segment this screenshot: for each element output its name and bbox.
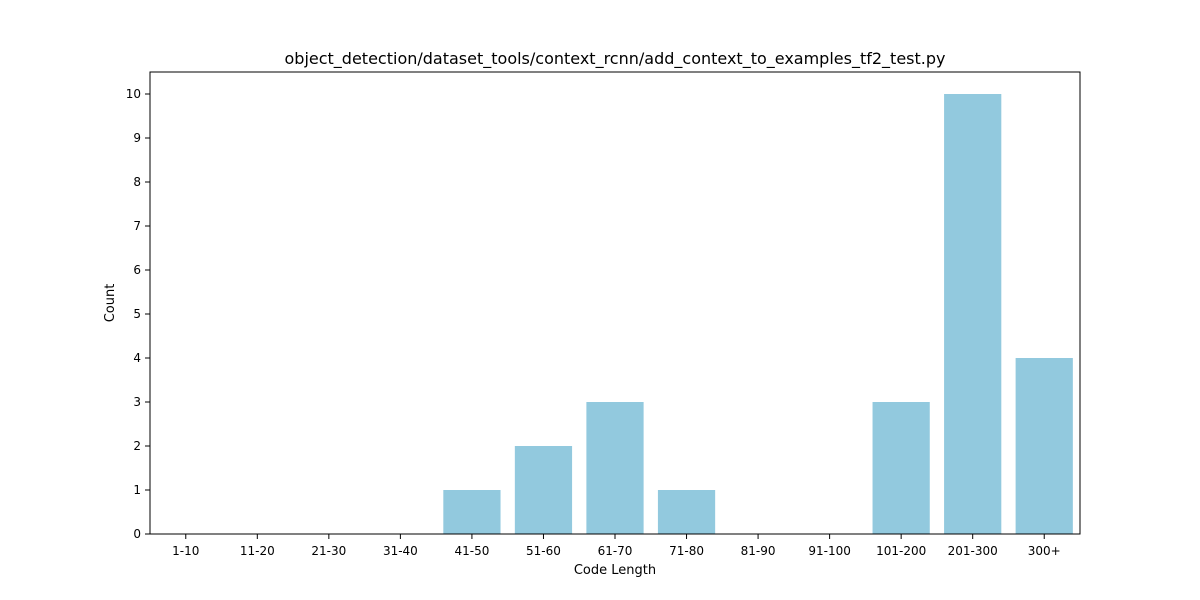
y-tick-label: 7 [133,219,141,233]
x-tick-label: 101-200 [876,544,926,558]
bars-group [443,94,1073,534]
x-tick-label: 71-80 [669,544,704,558]
y-tick-label: 3 [133,395,141,409]
y-tick-label: 6 [133,263,141,277]
chart-title: object_detection/dataset_tools/context_r… [285,49,946,69]
y-tick-label: 5 [133,307,141,321]
x-tick-label: 300+ [1028,544,1061,558]
x-tick-label: 31-40 [383,544,418,558]
x-tick-label: 61-70 [598,544,633,558]
x-tick-label: 201-300 [948,544,998,558]
bar-61-70 [586,402,644,534]
bar-41-50 [443,490,501,534]
x-tick-label: 81-90 [741,544,776,558]
y-axis-label: Count [103,284,118,323]
x-tick-label: 11-20 [240,544,275,558]
y-tick-label: 8 [133,175,141,189]
x-tick-label: 21-30 [311,544,346,558]
y-tick-label: 1 [133,483,141,497]
x-tick-label: 41-50 [454,544,489,558]
y-tick-label: 10 [126,87,141,101]
x-tick-label: 1-10 [172,544,199,558]
y-tick-label: 4 [133,351,141,365]
y-axis-ticks: 0 1 2 3 4 5 6 7 8 9 10 [126,87,150,541]
bar-201-300 [944,94,1002,534]
x-axis-label: Code Length [574,563,656,578]
x-axis-ticks: 1-10 11-20 21-30 31-40 41-50 51-60 61-70 71-80 8… [172,534,1061,558]
bar-300+ [1015,358,1073,534]
x-tick-label: 91-100 [808,544,851,558]
y-tick-label: 2 [133,439,141,453]
y-tick-label: 0 [133,527,141,541]
x-tick-label: 51-60 [526,544,561,558]
bar-51-60 [514,446,573,534]
bar-71-80 [657,490,716,534]
y-tick-label: 9 [133,131,141,145]
plot-frame [149,71,1081,535]
bar-101-200 [872,402,930,534]
